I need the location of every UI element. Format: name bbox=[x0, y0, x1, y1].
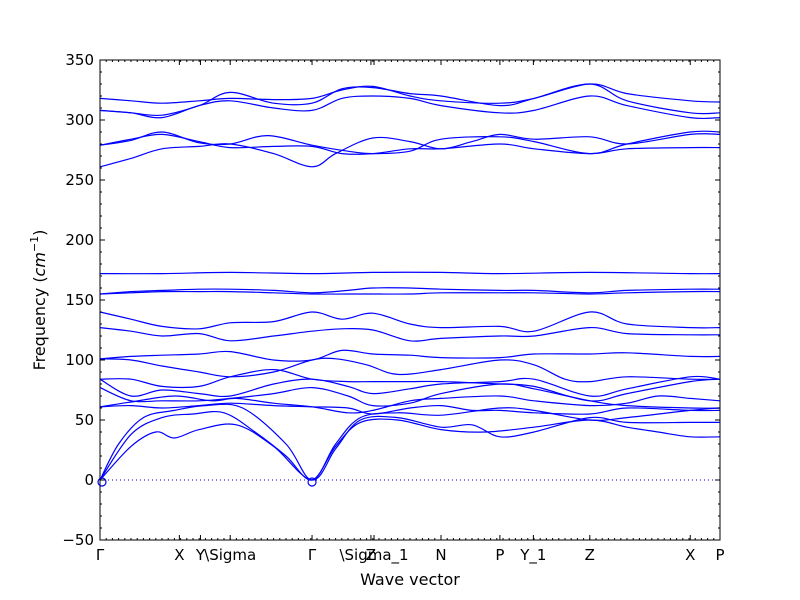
x-tick-label: Γ bbox=[96, 546, 105, 564]
y-ticks: −50 0 50 100 150 200 250 300 350 bbox=[62, 51, 720, 549]
x-axis-label: Wave vector bbox=[360, 570, 460, 589]
band-line-20 bbox=[99, 83, 721, 117]
x-tick-label: Y bbox=[195, 546, 206, 564]
x-tick-label: N bbox=[435, 546, 446, 564]
band-line-13 bbox=[99, 290, 721, 295]
band-line-10 bbox=[99, 349, 721, 362]
band-line-1 bbox=[99, 411, 721, 481]
band-line-2 bbox=[99, 415, 720, 481]
band-line-19 bbox=[99, 83, 721, 104]
y-tick-label: 350 bbox=[65, 51, 94, 69]
y-tick-label: 300 bbox=[65, 111, 94, 129]
y-tick-label: 100 bbox=[65, 351, 94, 369]
band-line-4 bbox=[99, 402, 721, 415]
band-line-15 bbox=[99, 271, 721, 275]
band-line-3 bbox=[99, 403, 721, 481]
band-line-6 bbox=[99, 383, 721, 409]
y-axis-label: Frequency (cm−1) bbox=[28, 230, 49, 371]
y-tick-label: 150 bbox=[65, 291, 94, 309]
band-line-16 bbox=[99, 133, 721, 168]
x-tick-label: X bbox=[685, 546, 695, 564]
y-tick-label: 200 bbox=[65, 231, 94, 249]
band-line-14 bbox=[99, 287, 721, 295]
band-line-7 bbox=[99, 375, 721, 398]
band-line-12 bbox=[99, 311, 721, 333]
band-line-8 bbox=[99, 368, 721, 402]
y-axis-label-unit: cm bbox=[30, 252, 49, 276]
x-tick-label: X bbox=[174, 546, 184, 564]
y-tick-label: 50 bbox=[75, 411, 94, 429]
band-line-11 bbox=[99, 326, 721, 342]
y-axis-label-exp: −1 bbox=[28, 236, 41, 252]
x-tick-label: Y_1 bbox=[519, 546, 546, 565]
x-tick-label: \Sigma bbox=[204, 546, 256, 564]
gamma-point-marker bbox=[307, 477, 317, 487]
y-tick-label: 0 bbox=[84, 471, 94, 489]
x-tick-label: Z bbox=[366, 546, 376, 564]
x-ticks: Γ X Y \Sigma Γ Z\Sigma_1 N P Y_1 Z X P bbox=[96, 60, 725, 565]
y-tick-label: −50 bbox=[62, 531, 94, 549]
x-tick-label: Z bbox=[585, 546, 595, 564]
band-line-21 bbox=[99, 95, 721, 120]
x-tick-label: P bbox=[495, 546, 504, 564]
y-axis-label-close: ) bbox=[30, 230, 49, 236]
x-tick-label: \Sigma_1 bbox=[339, 546, 408, 565]
band-line-18 bbox=[99, 130, 721, 155]
plot-frame bbox=[99, 59, 721, 541]
band-line-9 bbox=[99, 357, 721, 383]
y-tick-label: 250 bbox=[65, 171, 94, 189]
x-tick-label: Γ bbox=[308, 546, 317, 564]
band-line-5 bbox=[99, 395, 721, 414]
x-tick-label: P bbox=[715, 546, 724, 564]
gamma-point-marker bbox=[97, 477, 107, 487]
series-group bbox=[97, 83, 721, 487]
y-axis-label-text: Frequency ( bbox=[30, 276, 49, 370]
